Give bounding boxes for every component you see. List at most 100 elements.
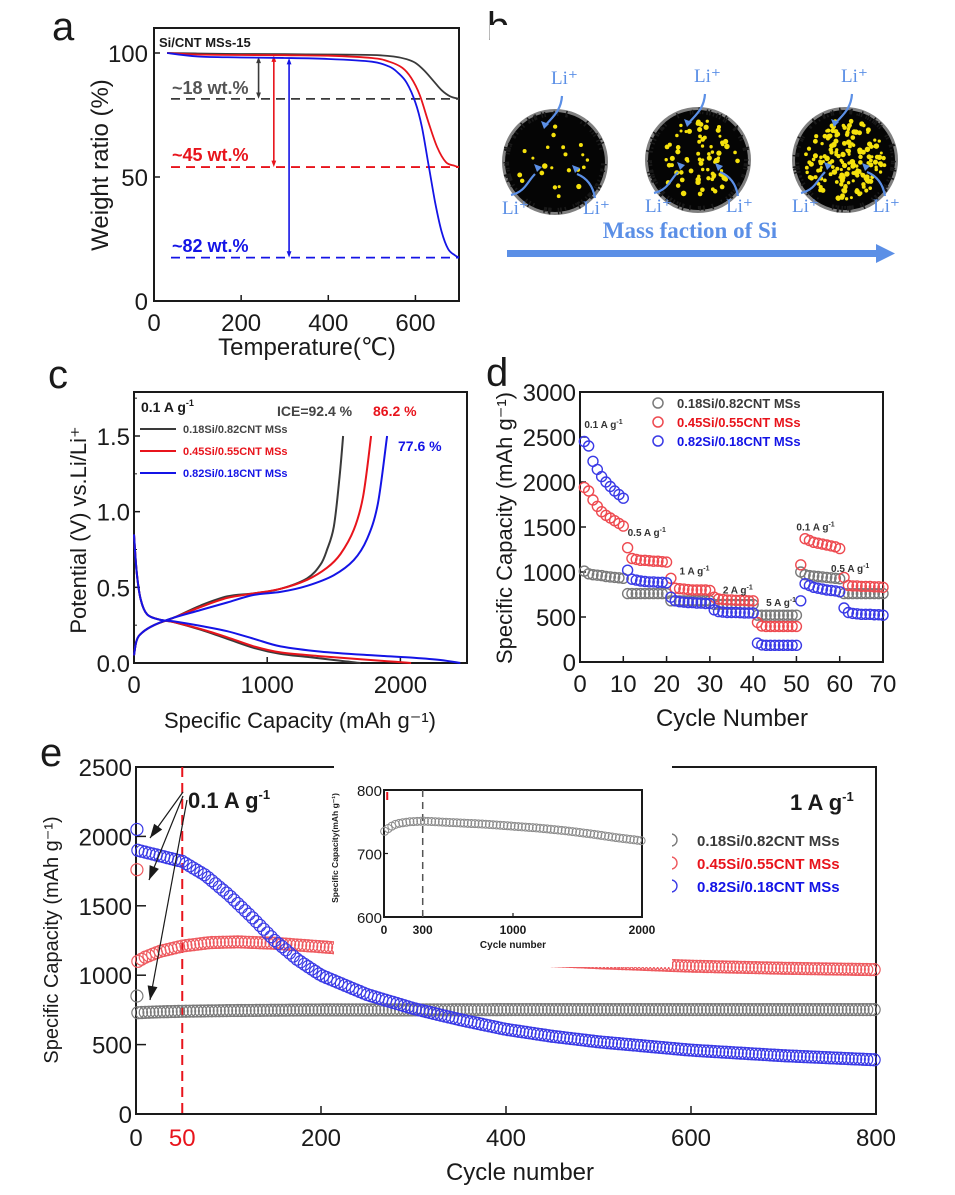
data-point <box>701 1003 715 1017</box>
cnt-fiber <box>588 191 593 196</box>
data-point <box>664 1041 678 1055</box>
cnt-fiber <box>594 184 598 187</box>
x-tick-label: 400 <box>308 310 348 337</box>
cnt-fiber <box>850 109 853 115</box>
data-point <box>587 569 599 581</box>
y-axis-label: Potential (V) vs.Li/Li⁺ <box>66 426 91 633</box>
data-point <box>730 1046 744 1060</box>
data-point <box>682 596 694 609</box>
si-particle <box>818 188 823 193</box>
data-point <box>756 1047 770 1062</box>
li-ion-arrow <box>719 170 740 197</box>
data-point <box>841 1003 855 1017</box>
data-point <box>604 1003 619 1017</box>
si-particle <box>707 152 711 156</box>
arrow-head-up <box>286 57 292 65</box>
cnt-fiber <box>796 167 800 170</box>
cnt-fiber <box>792 154 800 157</box>
legend-label: 0.45Si/0.55CNT MSs <box>677 415 801 430</box>
data-point <box>769 609 781 621</box>
data-point <box>194 1004 208 1018</box>
cnt-fiber <box>836 205 839 213</box>
si-particle <box>578 143 583 148</box>
inset-data-point <box>499 821 509 831</box>
data-point <box>501 1003 515 1017</box>
data-point <box>530 1003 545 1017</box>
data-point <box>829 572 842 584</box>
inset-data-point <box>506 821 516 831</box>
data-point <box>593 1003 607 1017</box>
panel-b-schematic: Li⁺Li⁺ Li⁺Li⁺Li⁺ Li⁺Li⁺Li⁺ Li⁺Mass faction … <box>490 25 930 295</box>
data-point <box>712 1003 726 1017</box>
x-tick-label: 60 <box>826 671 853 698</box>
cnt-fiber <box>595 138 603 143</box>
si-particle <box>679 123 683 128</box>
data-point <box>183 1004 197 1018</box>
y-tick-label: 50 <box>121 165 148 192</box>
cnt-fiber <box>592 132 599 138</box>
data-point <box>212 935 226 949</box>
data-point <box>760 609 772 621</box>
data-point <box>745 1003 759 1017</box>
data-point <box>769 620 781 633</box>
data-point <box>297 938 311 953</box>
data-point <box>334 1003 348 1017</box>
data-point <box>282 1003 297 1017</box>
data-point <box>626 573 638 585</box>
data-point <box>841 962 855 976</box>
si-particle <box>818 184 823 190</box>
inset-data-point <box>596 830 606 840</box>
si-particle <box>816 168 821 173</box>
si-particle <box>522 149 527 154</box>
inset-data-point <box>546 824 556 834</box>
si-particle <box>877 139 881 143</box>
si-particle <box>843 183 848 188</box>
cnt-fiber <box>648 173 655 177</box>
data-point <box>268 1003 282 1017</box>
data-point <box>660 1041 674 1055</box>
data-point <box>245 1003 260 1018</box>
data-point <box>316 940 330 954</box>
data-point <box>652 555 664 567</box>
data-point <box>752 1047 767 1061</box>
data-point <box>669 582 681 594</box>
si-particle <box>697 139 702 144</box>
si-particle <box>851 171 856 175</box>
data-point <box>717 593 729 606</box>
cnt-fiber <box>793 170 801 174</box>
data-point <box>697 1003 711 1017</box>
inset-data-point <box>622 834 632 844</box>
cnt-fiber <box>743 164 750 167</box>
tga-curve <box>166 52 460 259</box>
data-point <box>212 880 226 894</box>
data-point <box>190 863 204 877</box>
inset-data-point <box>607 832 617 842</box>
legend-label: 0.18Si/0.82CNT MSs <box>677 396 801 411</box>
si-particle <box>834 180 839 184</box>
data-point <box>877 609 889 621</box>
data-point <box>708 1044 722 1059</box>
cnt-fiber <box>598 174 604 178</box>
data-point <box>678 959 693 973</box>
inset-data-point <box>427 817 437 827</box>
si-particle <box>710 150 715 154</box>
data-point <box>767 961 781 975</box>
data-point <box>701 959 715 974</box>
cnt-fiber <box>888 143 895 147</box>
data-point <box>479 1003 493 1017</box>
data-point <box>665 595 677 607</box>
data-point <box>771 1048 785 1062</box>
cnt-fiber <box>665 195 670 201</box>
data-point <box>305 1003 319 1017</box>
si-particle <box>839 182 844 187</box>
si-particle <box>675 149 681 155</box>
inset-data-point <box>593 830 603 840</box>
si-particle <box>680 190 687 197</box>
data-point <box>782 1049 796 1063</box>
y-tick-label: 1.0 <box>97 500 130 527</box>
inset-data-point <box>586 829 596 839</box>
data-point <box>556 1003 570 1017</box>
x-tick-label: 600 <box>671 1125 711 1152</box>
inset-data-point <box>528 823 538 833</box>
data-point <box>726 1046 741 1060</box>
